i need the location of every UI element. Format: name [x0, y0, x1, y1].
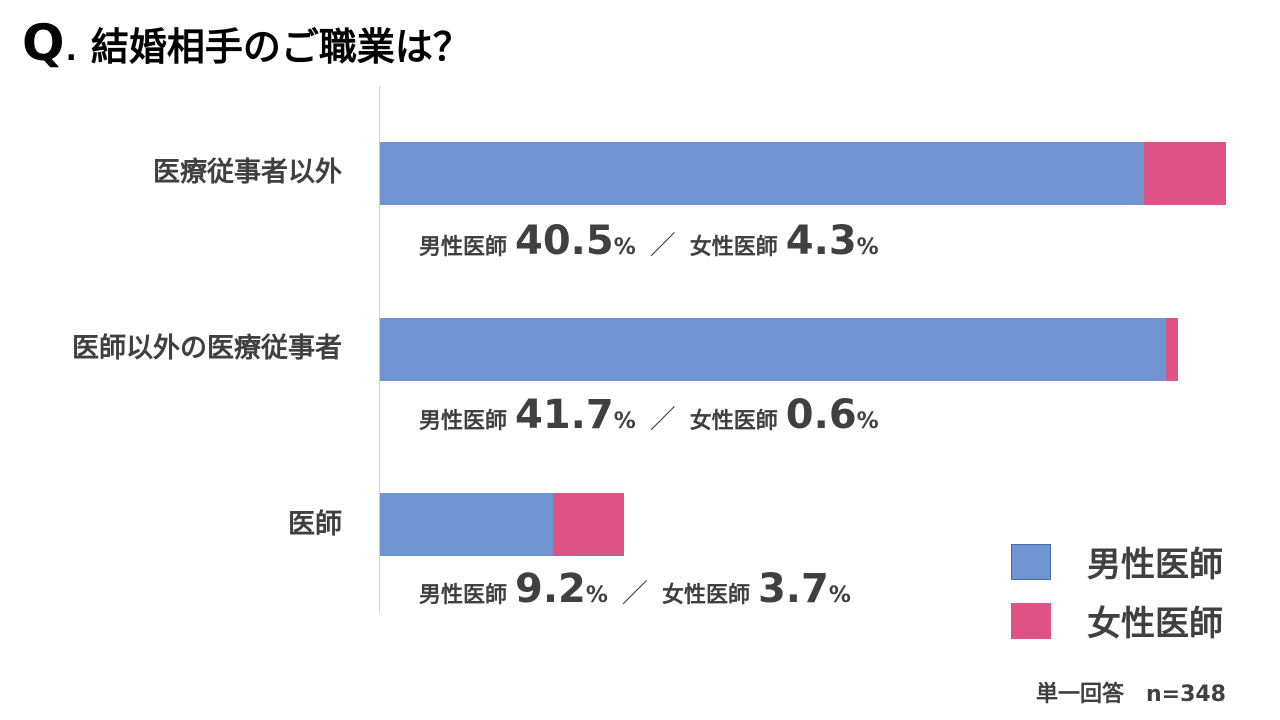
stacked-bar	[380, 493, 624, 556]
percent-sign: %	[613, 235, 636, 260]
stacked-bar	[380, 318, 1178, 381]
female-value: 4.3	[785, 218, 857, 264]
separator: ／	[649, 231, 676, 261]
stacked-bar	[380, 142, 1226, 205]
female-value: 3.7	[757, 566, 829, 612]
bar-segment-female	[1144, 142, 1226, 205]
female-value: 0.6	[785, 392, 857, 438]
percent-sign: %	[828, 583, 851, 608]
legend-swatch-female	[1011, 602, 1051, 639]
male-label: 男性医師	[419, 409, 508, 434]
y-axis-line	[379, 86, 380, 612]
legend-label: 男性医師	[1087, 545, 1223, 585]
sample-size: n=348	[1145, 682, 1226, 707]
legend-item-male: 男性医師	[1011, 533, 1223, 590]
value-label: 男性医師 40.5 % ／ 女性医師 4.3 %	[419, 218, 879, 264]
bar-segment-male	[380, 318, 1166, 381]
chart-title: Q . 結婚相手のご職業は？	[22, 14, 471, 76]
value-label: 男性医師 41.7 % ／ 女性医師 0.6 %	[419, 392, 879, 438]
title-q: Q	[22, 14, 65, 72]
category-label: 医療従事者以外	[153, 157, 342, 188]
percent-sign: %	[856, 235, 879, 260]
title-dot: .	[65, 33, 77, 68]
legend-swatch-male	[1011, 543, 1051, 580]
legend: 男性医師 女性医師	[1011, 533, 1223, 651]
answer-type: 単一回答	[1035, 682, 1124, 707]
male-label: 男性医師	[419, 583, 508, 608]
legend-label: 女性医師	[1087, 604, 1223, 644]
male-value: 9.2	[515, 566, 586, 612]
male-value: 41.7	[515, 392, 614, 438]
separator: ／	[649, 405, 676, 435]
title-text: 結婚相手のご職業は？	[90, 25, 471, 69]
male-label: 男性医師	[419, 235, 508, 260]
legend-item-female: 女性医師	[1011, 592, 1223, 649]
bar-segment-female	[553, 493, 624, 556]
separator: ／	[621, 579, 648, 609]
percent-sign: %	[585, 583, 608, 608]
male-value: 40.5	[515, 218, 614, 264]
category-label: 医師	[288, 509, 342, 540]
bar-segment-female	[1166, 318, 1178, 381]
female-label: 女性医師	[689, 409, 778, 434]
percent-sign: %	[856, 409, 879, 434]
bar-segment-male	[380, 493, 553, 556]
value-label: 男性医師 9.2 % ／ 女性医師 3.7 %	[419, 566, 851, 612]
female-label: 女性医師	[661, 583, 750, 608]
female-label: 女性医師	[689, 235, 778, 260]
percent-sign: %	[613, 409, 636, 434]
category-label: 医師以外の医療従事者	[72, 333, 342, 364]
sample-note: 単一回答 n=348	[1036, 676, 1226, 708]
bar-segment-male	[380, 142, 1144, 205]
